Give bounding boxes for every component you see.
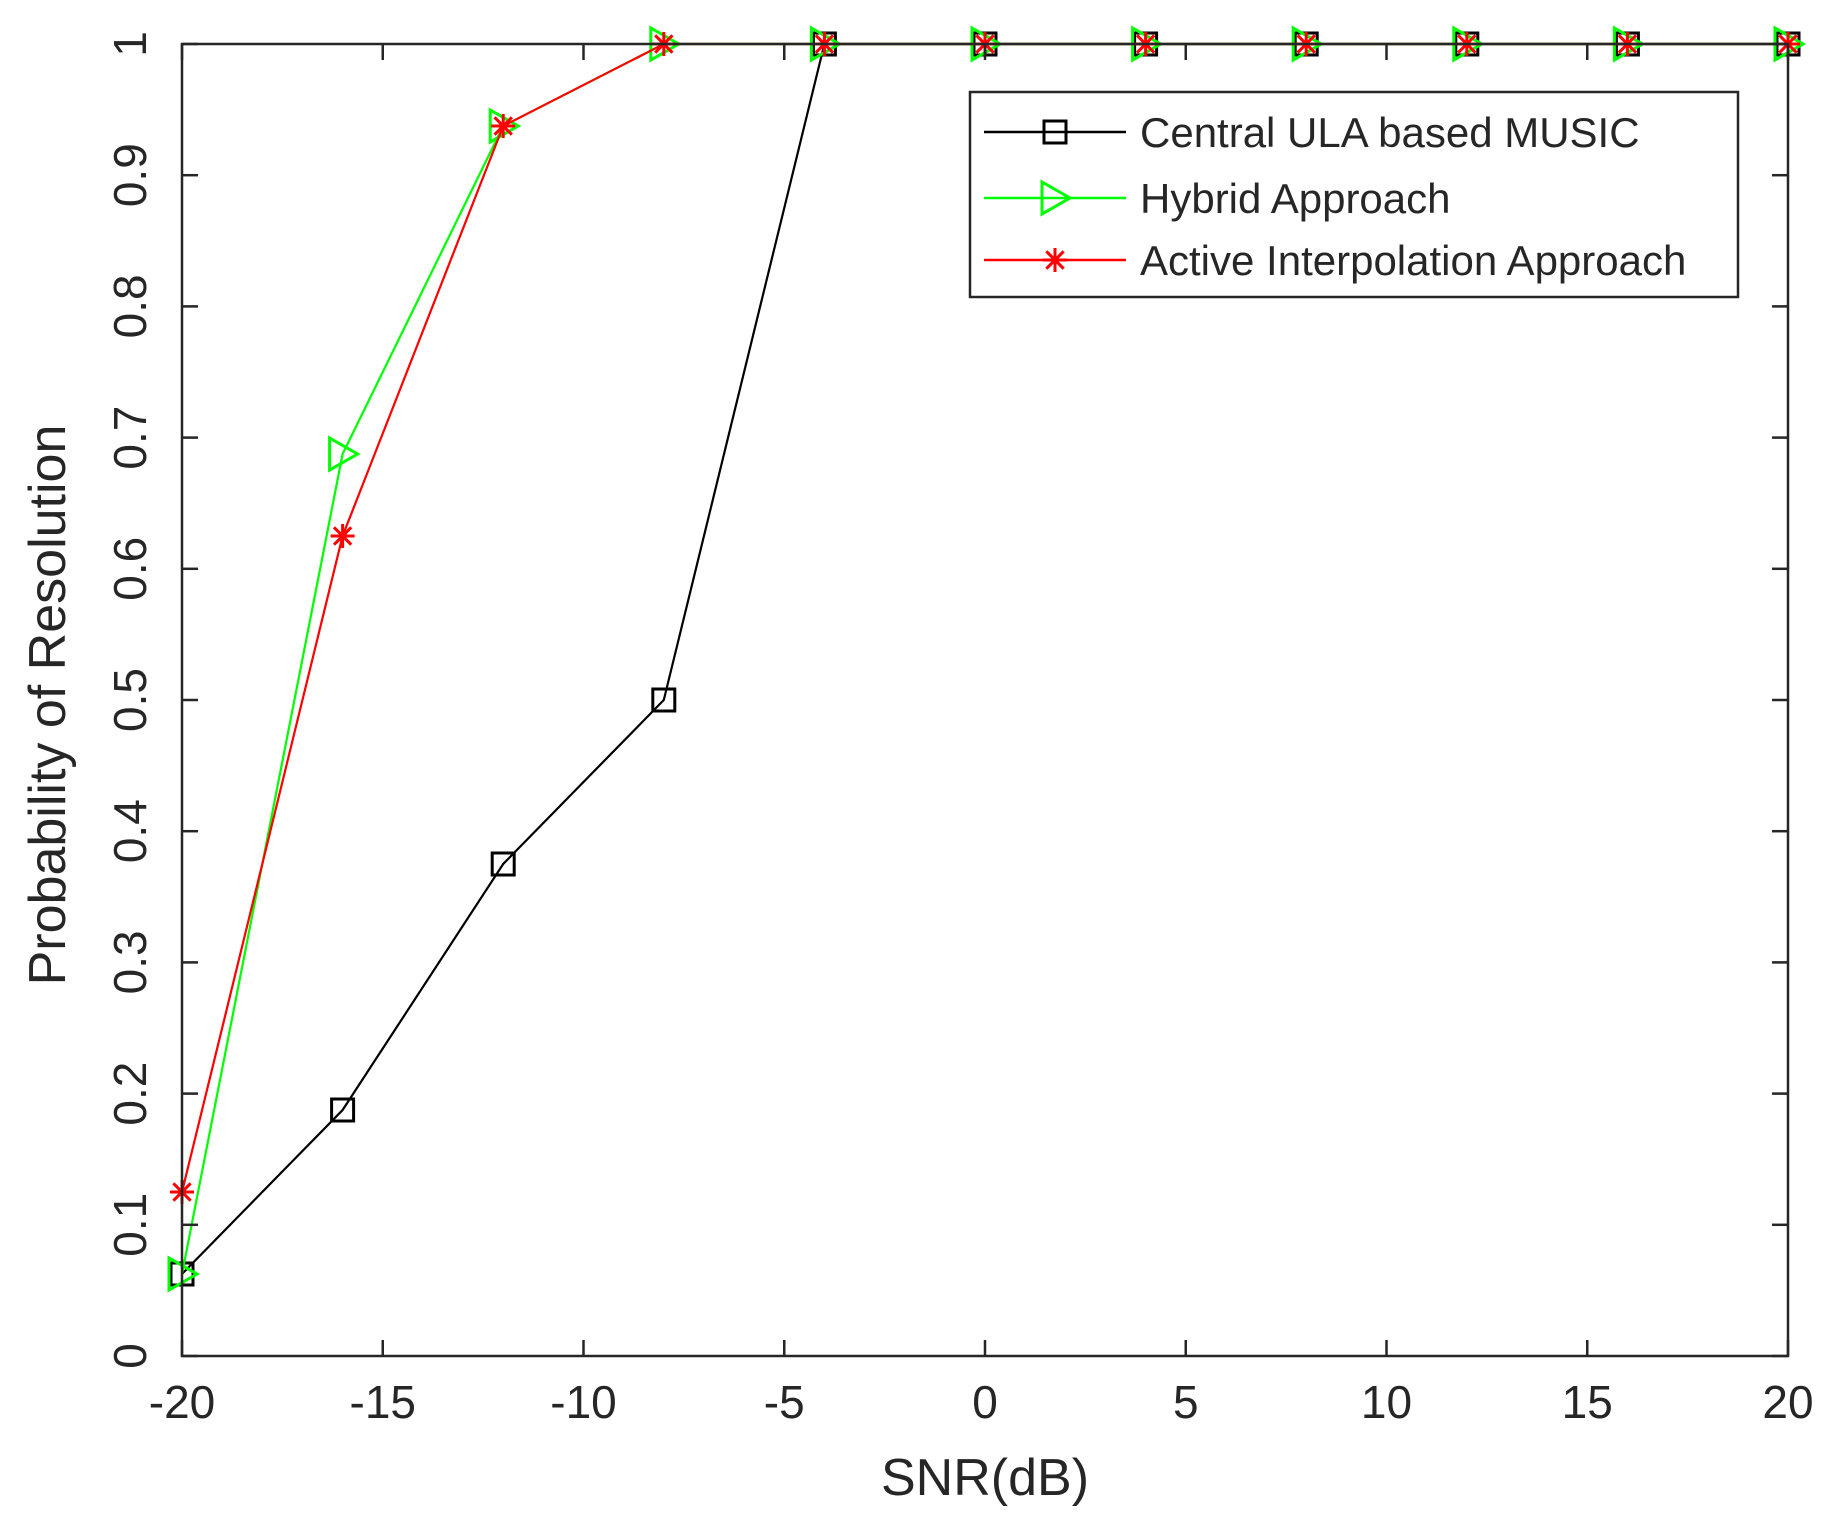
legend-label-2: Active Interpolation Approach — [1140, 237, 1686, 284]
data-point-0-2 — [490, 851, 516, 877]
legend-marker-2 — [1043, 248, 1067, 272]
legend-label-0: Central ULA based MUSIC — [1140, 109, 1640, 156]
legend-marker-0 — [1042, 119, 1068, 145]
x-axis-label: SNR(dB) — [881, 1449, 1089, 1507]
x-tick-label-8: 20 — [1762, 1376, 1813, 1428]
x-tick-label-3: -5 — [764, 1376, 805, 1428]
y-tick-label-7: 0.7 — [104, 406, 156, 470]
y-tick-label-10: 1 — [104, 31, 156, 57]
y-tick-label-5: 0.5 — [104, 668, 156, 732]
legend-marker-1 — [1040, 179, 1074, 217]
x-tick-label-2: -10 — [550, 1376, 616, 1428]
axes: -20 -15 -10 -5 0 5 10 15 20 0 0.1 0.2 0.3 0.4 0.5 0.6 0.… — [104, 31, 1814, 1428]
data-point-0-3 — [651, 687, 677, 713]
data-point-0-1 — [330, 1097, 356, 1123]
y-tick-label-2: 0.2 — [104, 1062, 156, 1126]
x-tick-label-5: 5 — [1173, 1376, 1199, 1428]
legend: Central ULA based MUSIC Hybrid Approach Ac… — [968, 90, 1740, 299]
x-tick-label-6: 10 — [1361, 1376, 1412, 1428]
x-tick-label-4: 0 — [972, 1376, 998, 1428]
x-tick-label-1: -15 — [350, 1376, 416, 1428]
x-tick-label-7: 15 — [1562, 1376, 1613, 1428]
y-tick-label-0: 0 — [104, 1343, 156, 1369]
y-tick-label-3: 0.3 — [104, 930, 156, 994]
y-tick-label-6: 0.6 — [104, 537, 156, 601]
x-tick-label-0: -20 — [149, 1376, 215, 1428]
y-tick-label-8: 0.8 — [104, 274, 156, 338]
data-point-2-1 — [330, 524, 355, 548]
y-tick-label-4: 0.4 — [104, 799, 156, 863]
legend-box — [968, 90, 1740, 299]
data-point-1-1 — [328, 435, 361, 473]
y-tick-label-1: 0.1 — [104, 1193, 156, 1257]
data-point-2-2 — [491, 114, 516, 138]
y-tick-label-9: 0.9 — [104, 143, 156, 207]
y-axis-label: Probability of Resolution — [19, 425, 77, 986]
legend-label-1: Hybrid Approach — [1140, 175, 1451, 222]
